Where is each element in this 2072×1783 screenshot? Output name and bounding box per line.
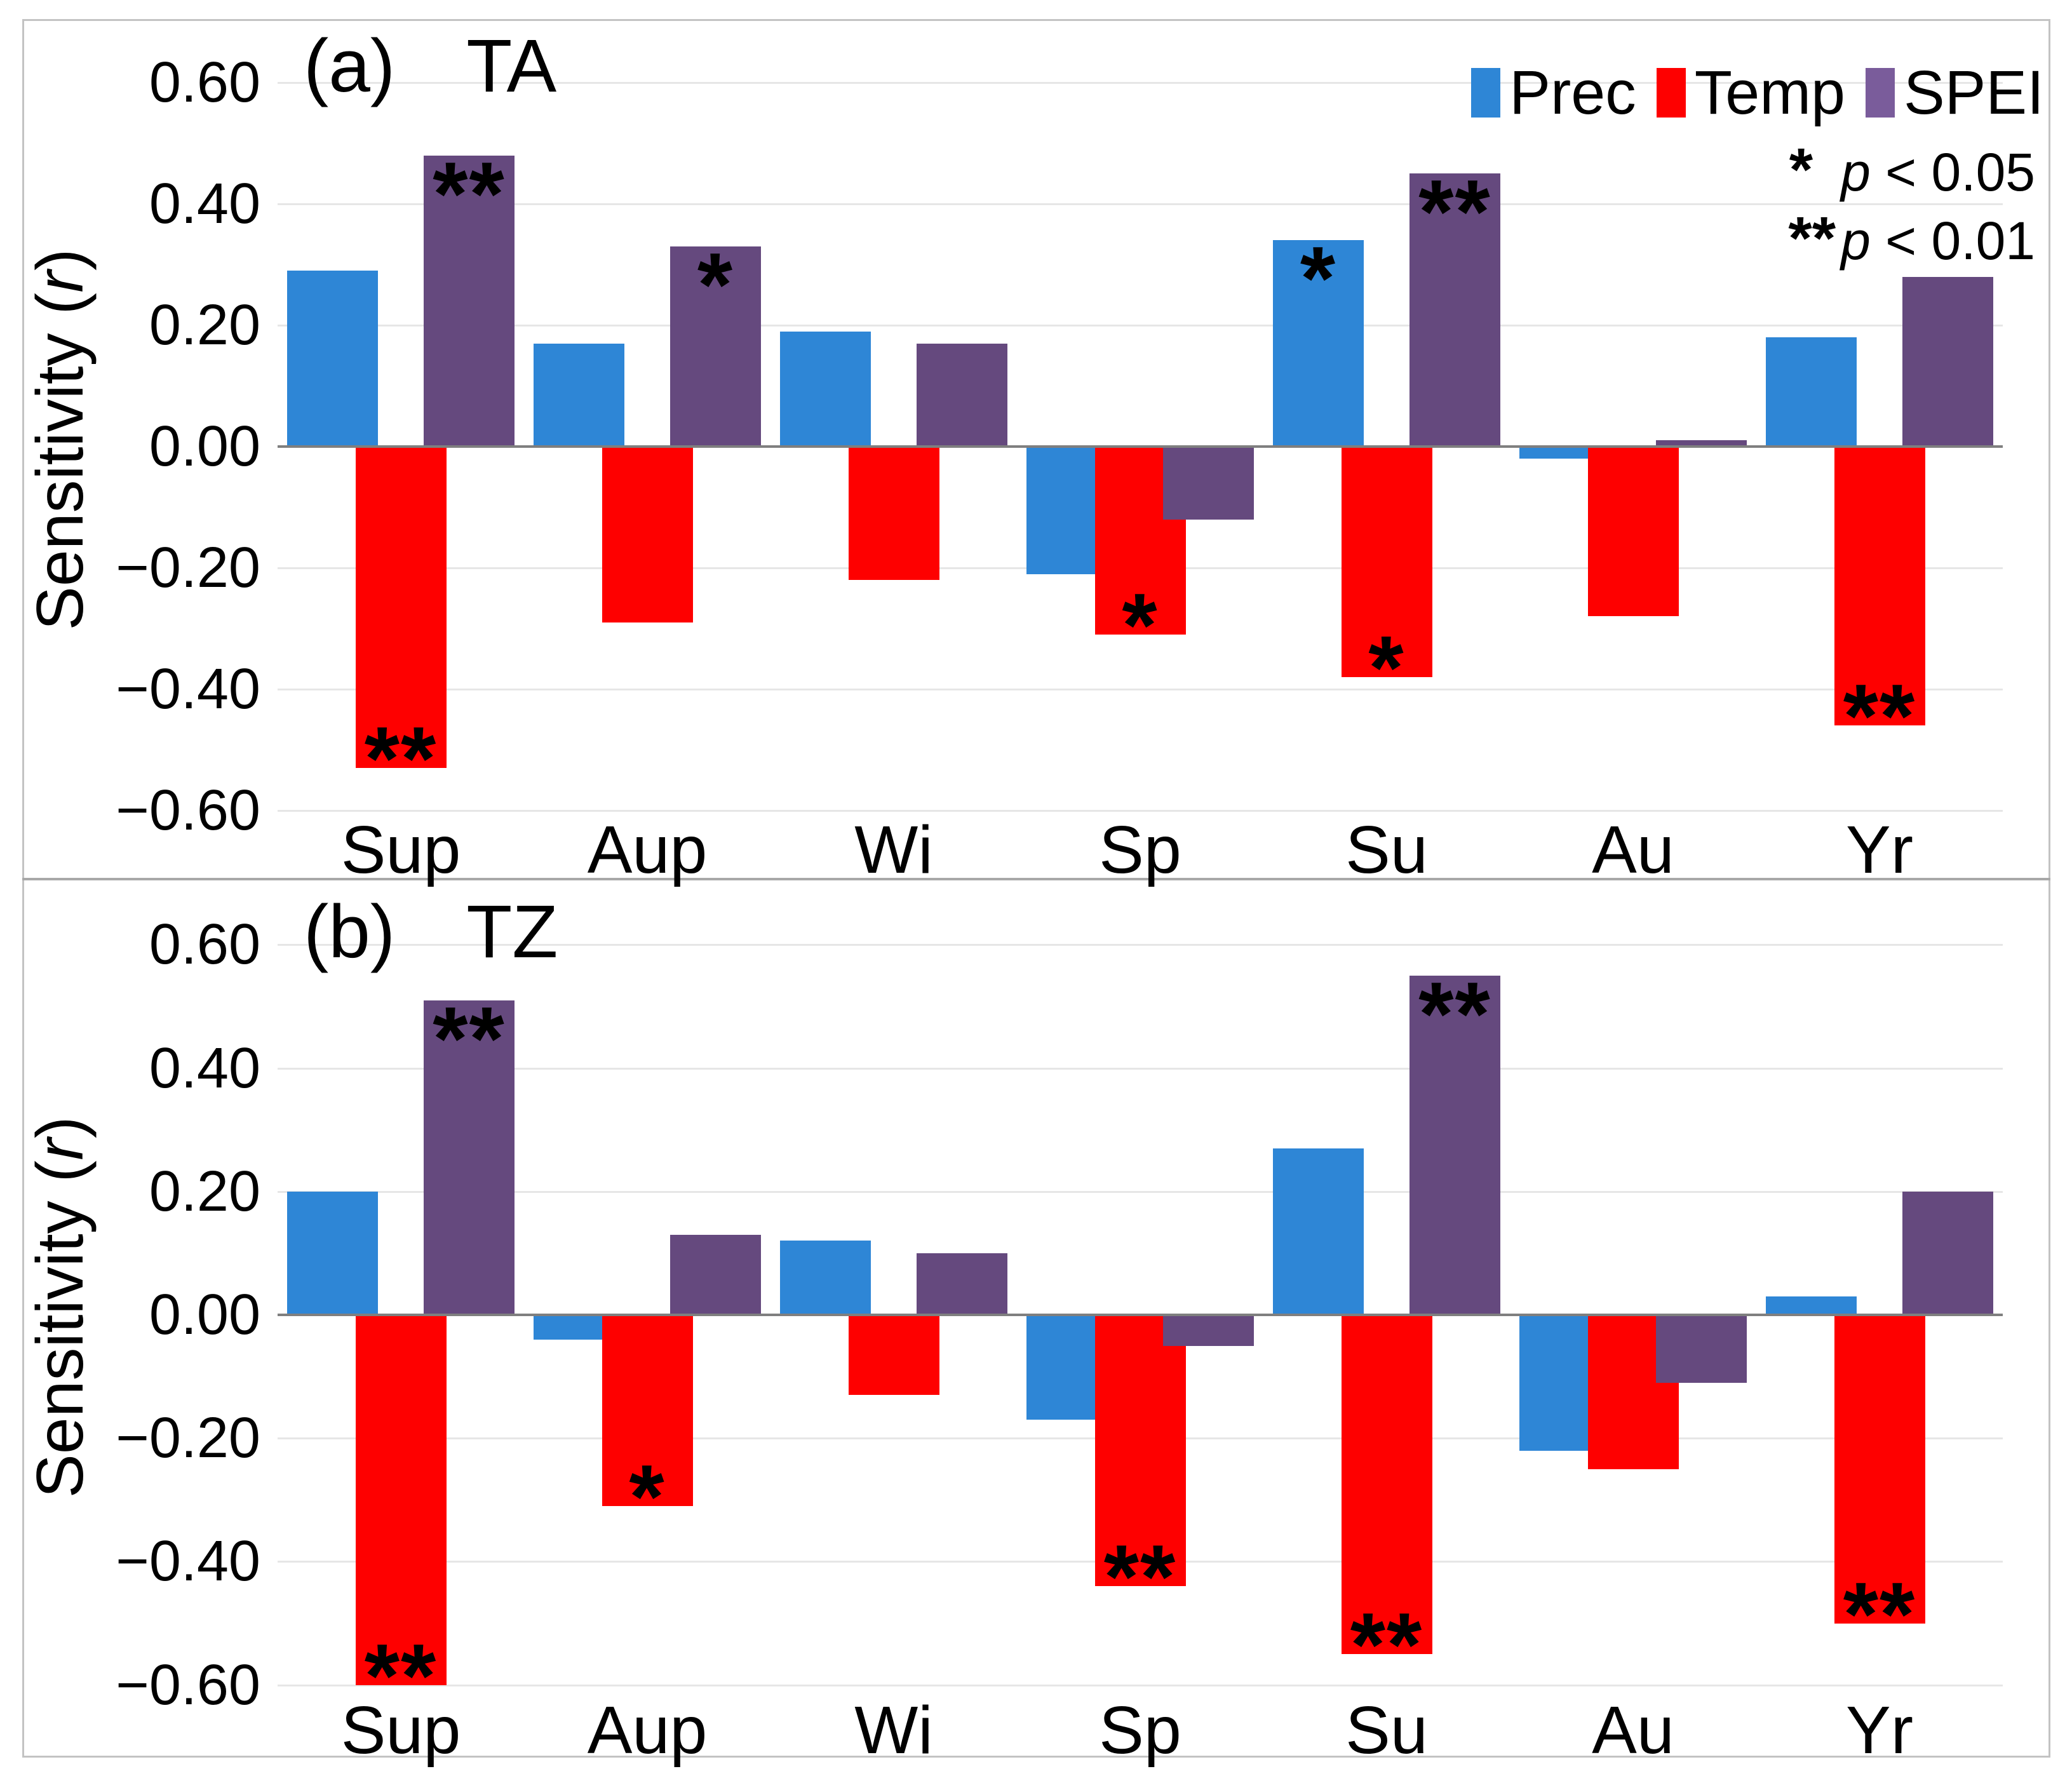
asterisk-symbol: ** [1788,205,1836,272]
panel-separator [22,878,2050,880]
figure-border [22,19,2050,1758]
significance-note: ** p < 0.01 [1788,205,2035,272]
legend-item: SPEI [1865,58,2044,127]
legend-swatch-temp-icon [1656,68,1686,118]
asterisk-symbol: * [1789,136,1813,204]
note-text: < 0.05 [1870,142,2035,202]
legend-swatch-spei-icon [1865,68,1895,118]
legend-swatch-prec-icon [1471,68,1501,118]
legend-item: Prec [1471,61,1636,124]
legend-item: Temp [1656,58,1845,127]
legend-label: Temp [1694,58,1845,127]
legend: Prec Temp SPEI [1471,61,2044,124]
note-text: < 0.01 [1870,211,2035,271]
p-italic: p [1841,142,1871,202]
legend-label: Prec [1509,58,1636,127]
significance-note: * p < 0.05 [1789,136,2035,204]
legend-label: SPEI [1903,58,2044,127]
p-italic: p [1841,211,1871,271]
